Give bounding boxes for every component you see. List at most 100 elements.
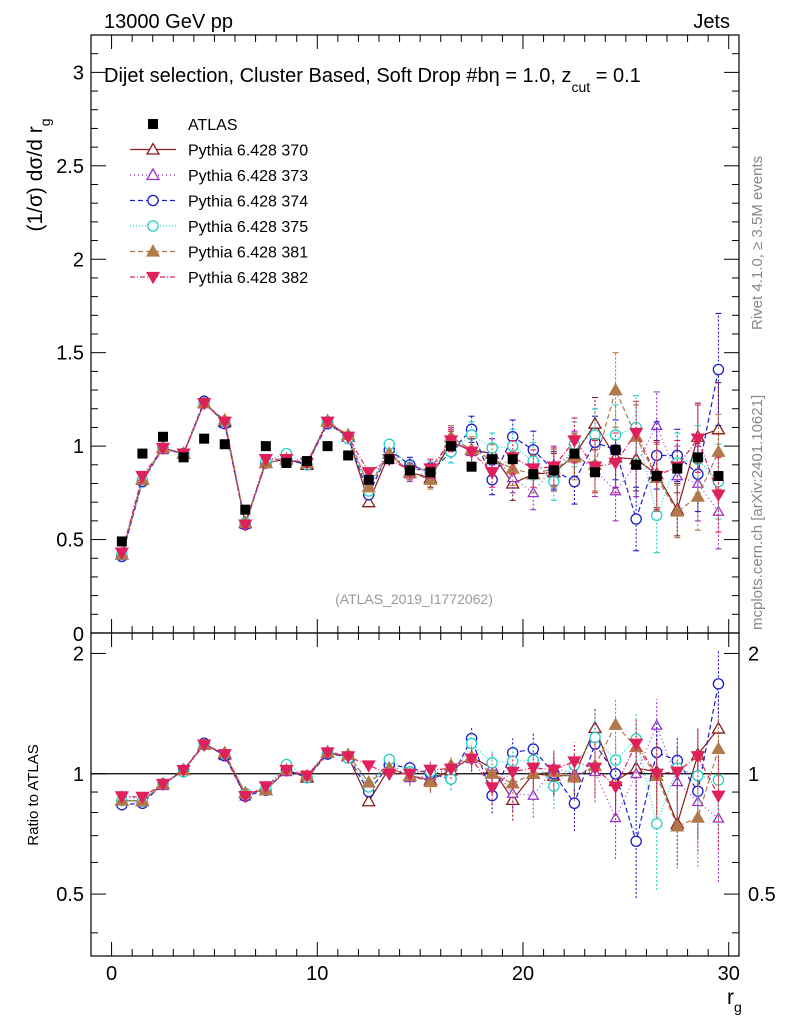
point-381 [670, 504, 685, 517]
legend: ATLAS Pythia 6.428 370 Pythia 6.428 373 Pyt… [130, 117, 308, 287]
header-right: Jets [693, 11, 730, 33]
point-382 [320, 416, 335, 430]
chart-title-tail: = 0.1 [590, 65, 641, 87]
ratio-point-382 [402, 768, 417, 782]
data-point [384, 454, 395, 465]
legend-marker [145, 271, 161, 285]
series-line-374 [121, 369, 720, 557]
point-382 [567, 435, 582, 448]
ratio-point-382 [114, 791, 129, 804]
ratio-point-381 [485, 766, 500, 779]
mcplots-label: mcplots.cern.ch [arXiv:2401.10621] [749, 395, 766, 630]
x-tick-label: 30 [718, 963, 740, 985]
ratio-point-374 [712, 678, 725, 690]
legend-label: Pythia 6.428 374 [188, 194, 308, 211]
ratio-line-370 [121, 726, 719, 826]
legend-entry: ATLAS [148, 117, 238, 134]
legend-label: Pythia 6.428 381 [188, 245, 308, 262]
data-point [240, 504, 251, 515]
data-point [651, 471, 662, 482]
ratio-point-382 [526, 762, 541, 776]
data-point [425, 467, 436, 478]
y-tick-label: 1.5 [56, 343, 84, 365]
point-382 [155, 442, 171, 456]
ratio-point-382 [690, 751, 705, 764]
data-point [548, 465, 559, 476]
ratio-point-382 [505, 766, 520, 780]
data-point [219, 439, 230, 450]
series-layer [114, 312, 726, 898]
y-tick-label: 0 [73, 624, 84, 646]
data-point [590, 467, 600, 478]
data-point [260, 441, 271, 452]
ratio-point-382 [320, 747, 335, 760]
data-point [404, 465, 415, 476]
point-382 [258, 454, 273, 467]
legend-label: Pythia 6.428 375 [188, 219, 308, 236]
point-382 [341, 431, 356, 445]
analysis-watermark: (ATLAS_2019_I1772062) [335, 591, 493, 607]
point-374 [712, 363, 725, 376]
ratio-point-370 [505, 792, 520, 806]
data-point [569, 448, 580, 459]
ratio-point-382 [546, 764, 561, 778]
ratio-line-381 [121, 723, 720, 828]
ratio-point-370 [587, 720, 603, 734]
data-point [343, 450, 354, 461]
header-left: 13000 GeV pp [104, 11, 233, 33]
ratio-point-382 [649, 768, 664, 782]
legend-label: Pythia 6.428 382 [188, 270, 308, 287]
point-370 [361, 494, 376, 508]
ratio-point-382 [176, 764, 191, 778]
series-atlas [116, 431, 724, 547]
point-374 [568, 475, 581, 488]
ratio-point-381 [670, 819, 685, 832]
y-tick-label: 1 [73, 436, 84, 458]
chart-title-eta: η = 1.0, z [489, 65, 572, 87]
series-line-373 [121, 400, 719, 553]
ratio-point-381 [361, 775, 376, 788]
data-point [137, 448, 148, 459]
point-382 [485, 467, 500, 480]
ratio-tick-label-left: 2 [73, 643, 84, 665]
legend-marker [145, 244, 161, 257]
ratio-point-382 [567, 756, 582, 769]
ratio-point-382 [155, 778, 171, 792]
data-point [446, 441, 456, 452]
ratio-point-382 [485, 782, 500, 795]
x-tick-label: 0 [106, 963, 117, 985]
data-point [116, 536, 127, 547]
ratio-point-374 [630, 835, 642, 848]
ratio-point-382 [135, 791, 150, 805]
y-tick-label: 2 [73, 249, 84, 271]
ratio-point-370 [361, 793, 376, 807]
ratio-point-381 [608, 717, 623, 730]
point-381 [361, 479, 376, 493]
legend-marker [148, 119, 158, 129]
data-point [610, 444, 621, 455]
data-point [281, 457, 292, 468]
chart-title-sub: cut [571, 79, 590, 95]
ratio-point-382 [608, 781, 623, 794]
data-point [692, 452, 703, 463]
ratio-tick-label-right: 1 [748, 764, 759, 786]
data-point [199, 433, 210, 444]
ratio-point-382 [279, 764, 294, 778]
legend-marker [145, 167, 161, 181]
data-point [507, 454, 518, 465]
ratio-point-382 [423, 764, 438, 778]
legend-entry: Pythia 6.428 374 [130, 194, 308, 211]
point-382 [629, 427, 644, 441]
point-382 [711, 489, 726, 503]
data-point [302, 456, 312, 467]
ratio-point-382 [629, 738, 644, 752]
ratio-tick-label-left: 1 [73, 764, 84, 786]
ratio-tick-label-right: 0.5 [748, 884, 776, 906]
ratio-frame [90, 632, 740, 957]
rivet-label: Rivet 4.1.0, ≥ 3.5M events [749, 156, 766, 330]
legend-label: Pythia 6.428 373 [188, 168, 308, 185]
legend-marker [145, 142, 161, 155]
ratio-point-382 [258, 781, 273, 794]
